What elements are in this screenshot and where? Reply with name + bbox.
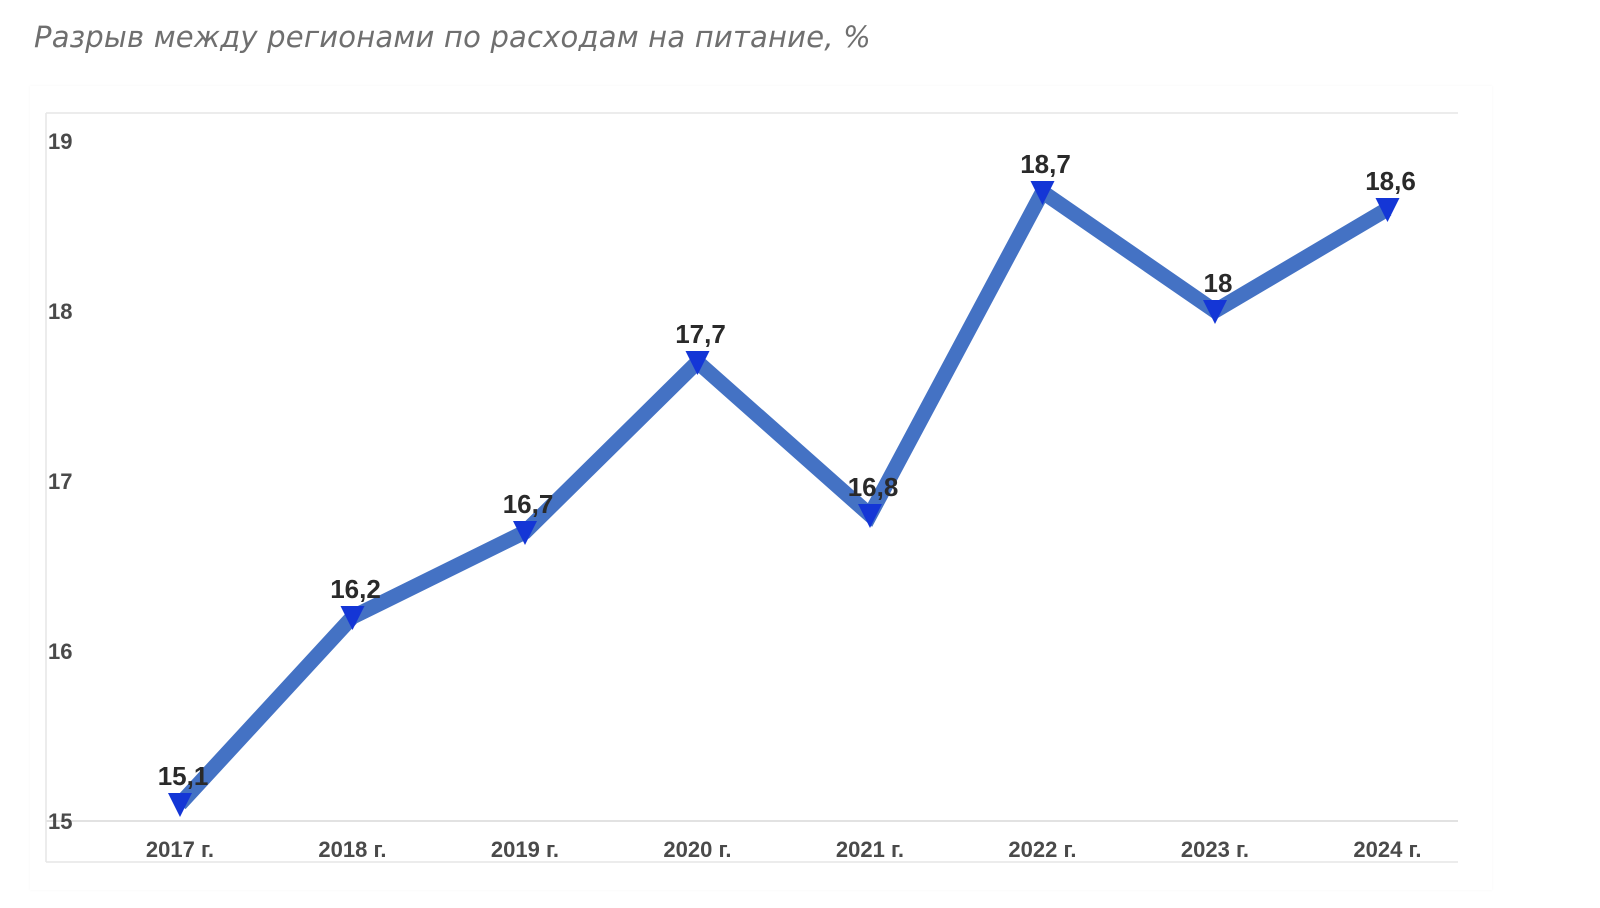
data-point-marker [685,351,710,375]
data-label: 18,6 [1365,166,1416,196]
data-point-marker [513,521,537,545]
y-tick-label: 19 [48,129,72,154]
data-point-marker [858,504,882,528]
y-tick-label: 15 [48,809,72,834]
x-category-label: 2023 г. [1181,837,1249,862]
data-label: 15,1 [158,761,209,791]
y-tick-label: 17 [48,469,72,494]
x-category-label: 2024 г. [1353,837,1421,862]
chart-panel: 15 16 17 18 19 2017 г. 2018 г. 2019 г. 2020 г. 2… [30,86,1492,890]
data-point-marker [1375,198,1400,222]
y-tick-label: 18 [48,299,72,324]
data-point-marker [168,793,192,817]
data-label: 16,7 [503,489,554,519]
data-label: 18 [1204,268,1233,298]
series-line-layer [174,181,1392,810]
data-label: 17,7 [675,319,726,349]
x-category-label: 2022 г. [1008,837,1076,862]
data-label: 16,8 [848,472,899,502]
page-title: Разрыв между регионами по расходам на пи… [34,20,871,54]
data-label: 16,2 [330,574,381,604]
y-tick-labels: 15 16 17 18 19 [48,129,72,834]
x-category-label: 2019 г. [491,837,559,862]
x-category-labels: 2017 г. 2018 г. 2019 г. 2020 г. 2021 г. 2022 … [146,837,1422,862]
x-category-label: 2021 г. [836,837,904,862]
data-point-marker [340,606,365,630]
x-category-label: 2018 г. [318,837,386,862]
series-line [174,181,1392,810]
marker-layer [168,181,1400,817]
data-label: 18,7 [1020,149,1071,179]
grid-layer [45,112,1458,863]
y-tick-label: 16 [48,639,72,664]
x-category-label: 2017 г. [146,837,214,862]
data-label-layer: 15,1 16,2 16,7 17,7 16,8 18,7 18 18,6 [158,149,1416,791]
data-point-marker [1030,181,1055,205]
x-category-label: 2020 г. [663,837,731,862]
data-point-marker [1203,300,1227,324]
